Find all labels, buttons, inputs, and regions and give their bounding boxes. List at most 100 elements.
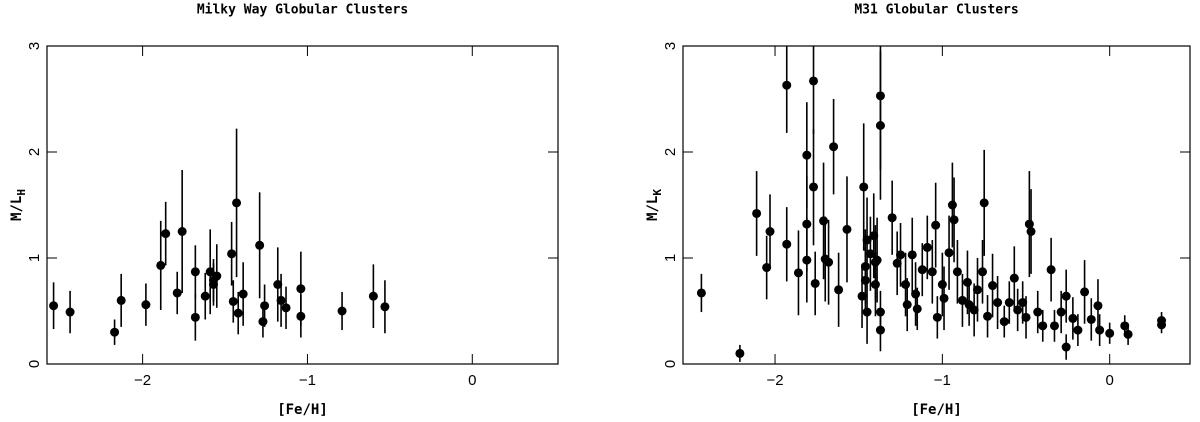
chart-title: Milky Way Globular Clusters bbox=[197, 3, 408, 18]
data-point bbox=[1013, 305, 1023, 315]
data-point bbox=[842, 224, 852, 234]
data-point bbox=[927, 267, 937, 277]
data-point bbox=[1120, 321, 1130, 331]
data-point bbox=[273, 280, 283, 289]
data-point bbox=[901, 280, 911, 289]
data-point bbox=[912, 304, 922, 314]
y-tick-label: 1 bbox=[662, 254, 679, 262]
data-point bbox=[337, 306, 347, 316]
x-tick-label: −2 bbox=[134, 372, 151, 389]
data-point bbox=[1061, 342, 1071, 352]
data-point bbox=[999, 317, 1009, 327]
data-point bbox=[907, 250, 917, 260]
data-point bbox=[1080, 287, 1090, 297]
y-axis-label: M/LH bbox=[9, 189, 28, 221]
data-point bbox=[917, 265, 927, 275]
chart-title: M31 Globular Clusters bbox=[854, 3, 1018, 18]
data-point bbox=[931, 220, 941, 230]
y-tick-label: 3 bbox=[662, 42, 679, 50]
data-point bbox=[1086, 314, 1096, 324]
y-tick-label: 2 bbox=[662, 148, 679, 156]
y-tick-label: 1 bbox=[26, 254, 43, 262]
data-point bbox=[190, 312, 200, 322]
data-point bbox=[110, 327, 120, 337]
data-point bbox=[258, 317, 268, 327]
panel: Milky Way Globular Clusters [Fe/H] M/LH −2 −… bbox=[9, 3, 559, 418]
data-point bbox=[1018, 298, 1028, 308]
data-layer bbox=[49, 128, 390, 345]
data-point bbox=[860, 261, 870, 271]
data-point bbox=[809, 76, 819, 86]
y-axis-label: M/LK bbox=[645, 189, 664, 221]
data-point bbox=[765, 227, 775, 236]
data-point bbox=[802, 150, 812, 160]
data-point bbox=[232, 198, 242, 208]
data-point bbox=[819, 216, 829, 226]
data-point bbox=[865, 249, 875, 259]
data-point bbox=[892, 258, 902, 268]
plot-frame bbox=[46, 45, 559, 365]
x-tick-label: −1 bbox=[934, 372, 951, 389]
y-axis-label-main: M/L bbox=[9, 196, 25, 221]
data-point bbox=[141, 300, 151, 310]
data-point bbox=[932, 312, 942, 322]
data-point bbox=[952, 267, 962, 277]
y-tick-label: 0 bbox=[662, 360, 679, 368]
data-point bbox=[1095, 325, 1105, 335]
y-tick-label: 2 bbox=[26, 148, 43, 156]
data-point bbox=[887, 213, 897, 223]
data-point bbox=[802, 255, 812, 265]
x-tick-label: −1 bbox=[299, 372, 316, 389]
data-point bbox=[1038, 321, 1048, 331]
data-point bbox=[872, 255, 882, 265]
data-point bbox=[859, 182, 869, 192]
y-tick-label: 0 bbox=[26, 360, 43, 368]
data-point bbox=[1021, 312, 1031, 322]
data-point bbox=[190, 267, 200, 277]
data-point bbox=[752, 208, 762, 218]
x-tick-label: 0 bbox=[1106, 372, 1114, 389]
data-point bbox=[937, 280, 947, 289]
data-point bbox=[782, 80, 792, 90]
data-point bbox=[782, 239, 792, 249]
data-point bbox=[238, 289, 248, 299]
data-point bbox=[208, 280, 218, 289]
data-point bbox=[296, 284, 306, 294]
data-point bbox=[962, 277, 972, 287]
data-point bbox=[762, 263, 772, 273]
data-point bbox=[875, 121, 885, 130]
data-point bbox=[227, 249, 237, 259]
data-point bbox=[834, 285, 844, 295]
data-point bbox=[957, 295, 967, 305]
data-point bbox=[380, 302, 390, 312]
data-point bbox=[156, 260, 166, 270]
data-point bbox=[810, 278, 820, 288]
data-point bbox=[896, 250, 906, 260]
data-point bbox=[161, 229, 171, 239]
data-point bbox=[829, 142, 839, 152]
data-point bbox=[281, 303, 291, 313]
data-point bbox=[972, 285, 982, 295]
data-point bbox=[368, 291, 378, 301]
data-point bbox=[1073, 325, 1083, 335]
data-point bbox=[949, 215, 959, 225]
data-point bbox=[824, 257, 834, 267]
x-tick-label: −2 bbox=[766, 372, 783, 389]
data-point bbox=[65, 307, 75, 317]
data-point bbox=[993, 298, 1003, 308]
data-point bbox=[947, 200, 957, 210]
data-point bbox=[200, 291, 210, 301]
data-point bbox=[1033, 307, 1043, 317]
data-point bbox=[978, 267, 988, 277]
data-point bbox=[939, 293, 949, 303]
data-point bbox=[735, 348, 745, 358]
data-point bbox=[1068, 313, 1078, 323]
data-point bbox=[1056, 307, 1066, 317]
data-point bbox=[944, 248, 954, 258]
data-point bbox=[857, 291, 867, 301]
x-tick-label: 0 bbox=[468, 372, 476, 389]
y-axis-label-sub: H bbox=[15, 189, 28, 196]
data-point bbox=[988, 281, 998, 291]
